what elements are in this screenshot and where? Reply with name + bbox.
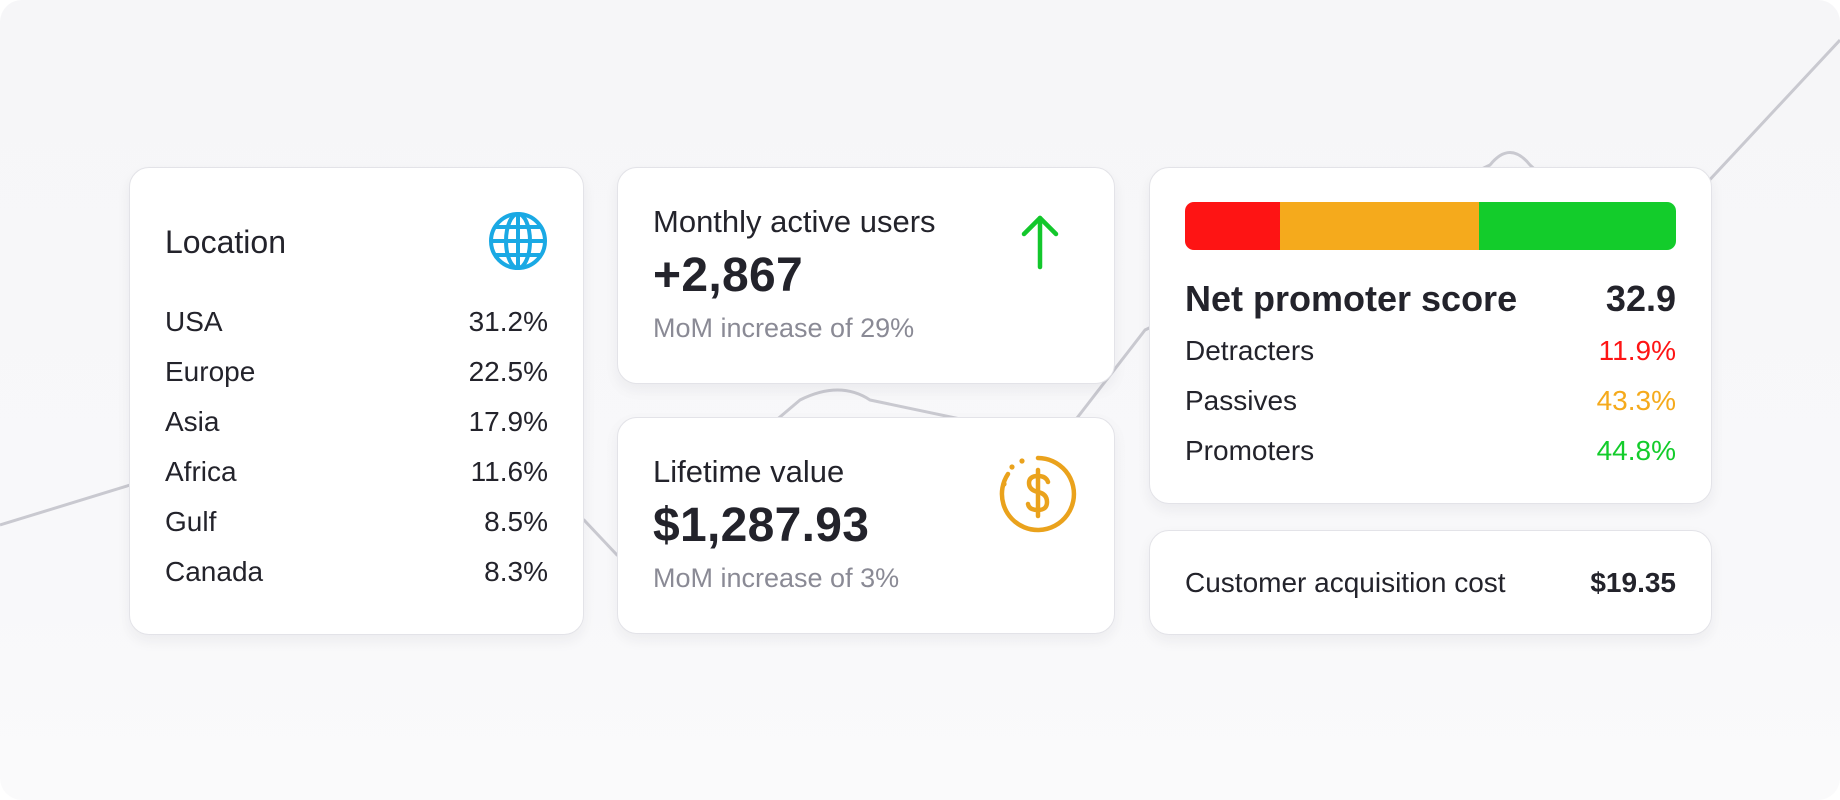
location-title: Location: [165, 224, 286, 260]
nps-category: Detracters: [1185, 335, 1315, 366]
location-name: Canada: [165, 556, 264, 587]
mau-subtext: MoM increase of 29%: [653, 313, 915, 343]
nps-distribution-bar: [1185, 202, 1676, 250]
location-name: USA: [165, 306, 223, 337]
nps-category-share: 44.8%: [1596, 435, 1676, 466]
location-name: Africa: [165, 456, 237, 487]
nps-bar-segment: [1478, 202, 1676, 250]
location-row: Africa 11.6%: [165, 447, 548, 497]
location-share: 17.9%: [468, 406, 548, 437]
cac-label: Customer acquisition cost: [1185, 566, 1506, 598]
location-share: 8.5%: [484, 506, 548, 537]
nps-bar-segment: [1185, 202, 1280, 250]
nps-row: Promoters 44.8%: [1185, 426, 1676, 476]
nps-score: 32.9: [1605, 278, 1676, 319]
arrow-up-icon: [1021, 215, 1059, 270]
location-row: USA 31.2%: [165, 297, 548, 347]
location-share: 11.6%: [470, 456, 548, 487]
location-name: Gulf: [165, 506, 217, 537]
globe-icon: [489, 212, 547, 270]
ltv-value: $1,287.93: [653, 499, 870, 552]
location-share: 8.3%: [484, 556, 548, 587]
nps-category: Promoters: [1185, 435, 1315, 466]
mau-value: +2,867: [653, 249, 803, 302]
location-share: 22.5%: [468, 356, 548, 387]
location-row: Europe 22.5%: [165, 347, 548, 397]
ltv-label: Lifetime value: [653, 454, 845, 489]
monthly-active-users-card: Monthly active users +2,867 MoM increase…: [617, 167, 1115, 384]
mau-label: Monthly active users: [653, 204, 936, 239]
location-row: Canada 8.3%: [165, 547, 548, 597]
nps-breakdown-list: Detracters 11.9% Passives 43.3% Promoters 44.…: [1185, 326, 1676, 476]
nps-bar-segment: [1279, 202, 1479, 250]
location-list: USA 31.2% Europe 22.5% Asia 17.9% Africa 11.6% G…: [165, 297, 548, 597]
location-name: Asia: [165, 406, 220, 437]
net-promoter-score-card: Net promoter score 32.9 Detracters 11.9% P…: [1149, 167, 1712, 504]
nps-row: Detracters 11.9%: [1185, 326, 1676, 376]
lifetime-value-card: Lifetime value $1,287.93 MoM increase of…: [617, 417, 1115, 634]
location-card: Location USA 31.2% Europe 22.5% Asia 17.9% Afr…: [129, 167, 584, 635]
cac-value: $19.35: [1590, 566, 1676, 598]
location-row: Gulf 8.5%: [165, 497, 548, 547]
nps-title: Net promoter score: [1185, 278, 1518, 319]
location-row: Asia 17.9%: [165, 397, 548, 447]
ltv-subtext: MoM increase of 3%: [653, 563, 900, 593]
nps-category-share: 43.3%: [1596, 385, 1676, 416]
nps-row: Passives 43.3%: [1185, 376, 1676, 426]
customer-acquisition-cost-card: Customer acquisition cost $19.35: [1149, 530, 1712, 635]
nps-category: Passives: [1185, 385, 1298, 416]
nps-category-share: 11.9%: [1598, 335, 1676, 366]
location-name: Europe: [165, 356, 256, 387]
location-share: 31.2%: [468, 306, 548, 337]
dollar-coin-icon: [999, 455, 1077, 533]
